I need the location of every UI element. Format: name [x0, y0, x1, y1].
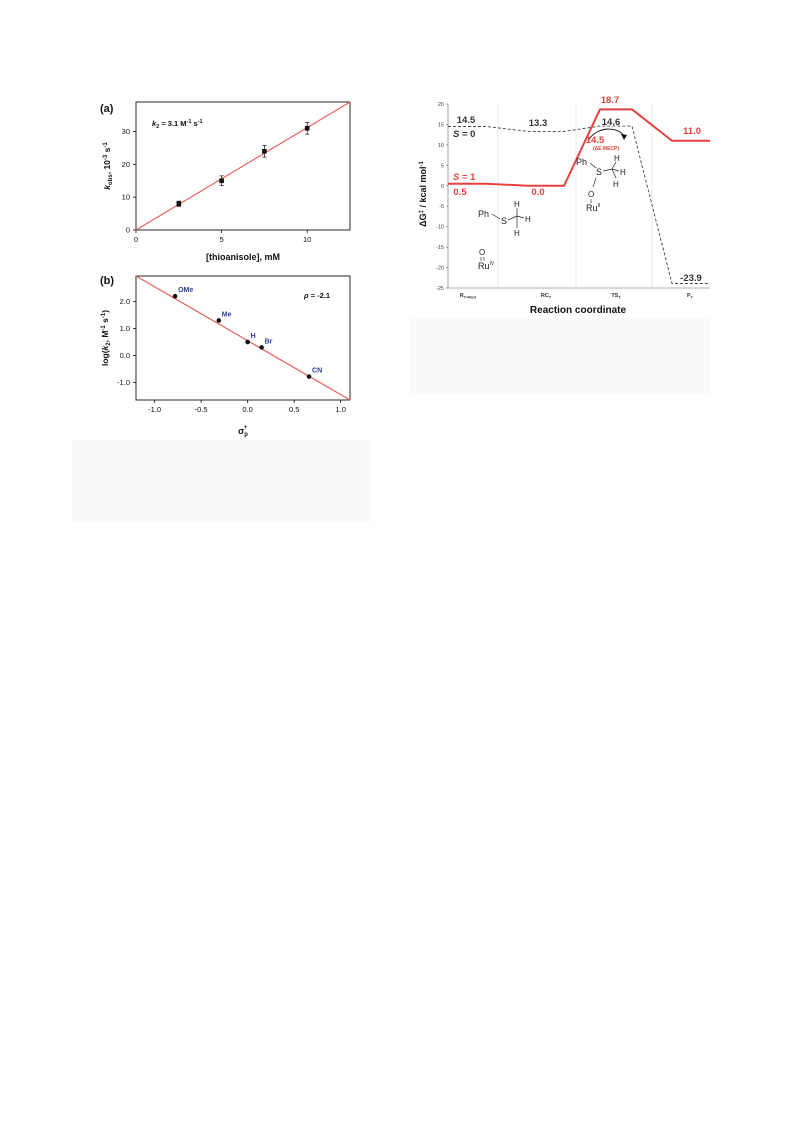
data-label-s0: 13.3 — [529, 118, 548, 129]
y-tick-label: 20 — [122, 160, 130, 169]
x-tick-label: 10 — [303, 235, 311, 244]
chart-c-svg: 20 15 10 5 0 -5 -10 -15 -20 -25 RT+RuO RCT TST PT 0.… — [418, 95, 710, 316]
y-tick-label: -15 — [436, 245, 444, 251]
fit-line — [135, 275, 351, 401]
struct-h: H — [514, 229, 520, 238]
data-label-s0: 14.5 — [457, 115, 476, 126]
x-axis-label: Reaction coordinate — [530, 305, 627, 316]
chart-panel-a: (a) 0 5 10 0 10 20 30 k2 = 3.1 M-1 s-1 [thioan… — [96, 96, 356, 266]
data-label-s0: 14.6 — [602, 117, 621, 128]
data-point — [216, 318, 222, 323]
rho-annotation: ρ = -2.1 — [303, 291, 330, 300]
x-tick-label: 1.0 — [335, 405, 345, 414]
structure-ts: Ph S H H H O RuII — [576, 154, 626, 213]
data-point — [245, 339, 250, 345]
y-tick-label: -5 — [439, 204, 444, 210]
y-axis-label: log(k2, M-1 s-1) — [100, 310, 112, 366]
y-tick-label: 10 — [438, 143, 444, 149]
background-shade — [410, 318, 710, 394]
data-label-s1: 0.0 — [531, 187, 544, 198]
data-label: Br — [265, 338, 273, 345]
background-shade — [72, 440, 372, 522]
struct-ph: Ph — [478, 209, 489, 219]
data-label: OMe — [178, 287, 193, 294]
y-tick-label: 2.0 — [120, 297, 130, 306]
data-label-s1: 18.7 — [601, 96, 620, 106]
struct-s: S — [596, 167, 602, 177]
chart-b-svg: (b) -1.0 -0.5 0.0 0.5 1.0 -1.0 0.0 1.0 2.0 OMe Me… — [100, 275, 351, 438]
y-axis-label: ΔG‡ / kcal mol-1 — [418, 160, 428, 226]
x-axis-label: σp+ — [238, 425, 248, 438]
y-tick-label: 10 — [122, 193, 130, 202]
y-tick-label: 1.0 — [120, 324, 130, 333]
y-tick-label: 20 — [438, 102, 444, 108]
struct-h: H — [613, 180, 619, 189]
data-label-s0: -23.9 — [680, 273, 702, 284]
struct-h: H — [525, 215, 531, 224]
y-tick-label: 0 — [441, 184, 444, 190]
mecp-note: (ΔE MECP) — [593, 146, 619, 152]
mecp-value: 14.5 — [586, 135, 605, 146]
fit-line — [135, 101, 351, 231]
panel-label: (b) — [100, 275, 114, 287]
x-tick-label: -0.5 — [195, 405, 208, 414]
data-point — [176, 201, 182, 207]
y-tick-label: 0 — [126, 226, 130, 235]
data-point — [259, 345, 264, 350]
data-point — [262, 148, 267, 154]
plot-frame — [135, 101, 351, 231]
x-tick-label: 0.0 — [242, 405, 252, 414]
x-tick-label: -1.0 — [148, 405, 161, 414]
struct-h: H — [514, 200, 520, 209]
rate-annotation: k2 = 3.1 M-1 s-1 — [152, 119, 203, 130]
struct-h: H — [614, 154, 620, 163]
data-label: Me — [222, 311, 232, 318]
data-label: CN — [312, 368, 322, 375]
data-point — [172, 293, 178, 299]
y-tick-label: 0.0 — [120, 351, 130, 360]
panel-label: (a) — [100, 103, 114, 115]
data-label: H — [251, 333, 256, 340]
plot-frame — [135, 275, 351, 401]
x-axis-label: [thioanisole], mM — [206, 252, 280, 262]
data-point — [219, 178, 224, 184]
structure-rc: Ph S H H H O RuIV — [478, 200, 531, 271]
y-axis-label: kobs, 10-3 s-1 — [102, 142, 114, 190]
struct-h: H — [620, 168, 626, 177]
x-tick-label: 0 — [134, 235, 138, 244]
y-tick-label: -20 — [436, 266, 444, 272]
data-label-s1: 0.5 — [453, 187, 467, 198]
series-s0-name: S = 0 — [453, 129, 475, 140]
x-tick-label: RCT — [541, 293, 552, 300]
series-s1-name: S = 1 — [453, 172, 476, 183]
mecp-arrowhead-icon — [621, 134, 627, 140]
x-tick-label: 5 — [220, 235, 224, 244]
series-s0-path — [448, 125, 710, 284]
x-tick-label: 0.5 — [289, 405, 299, 414]
y-tick-label: -25 — [436, 286, 444, 292]
y-tick-label: -1.0 — [117, 378, 130, 387]
series-s1-path — [448, 108, 710, 187]
y-tick-label: -10 — [436, 225, 444, 231]
struct-o: O — [479, 248, 485, 257]
struct-s: S — [501, 216, 507, 226]
data-point — [304, 125, 310, 131]
mecp-arrow — [587, 128, 625, 142]
y-tick-label: 15 — [438, 122, 444, 128]
y-tick-label: 30 — [122, 127, 130, 136]
struct-ru: RuIV — [478, 261, 495, 271]
x-tick-label: PT — [687, 293, 694, 300]
x-tick-label: TST — [611, 293, 621, 300]
chart-panel-b: (b) -1.0 -0.5 0.0 0.5 1.0 -1.0 0.0 1.0 2.0 OMe Me… — [96, 270, 356, 442]
chart-panel-c: 20 15 10 5 0 -5 -10 -15 -20 -25 RT+RuO RCT TST PT 0.… — [410, 95, 710, 318]
y-tick-label: 5 — [441, 163, 444, 169]
data-label-s1: 11.0 — [683, 126, 701, 137]
chart-a-svg: (a) 0 5 10 0 10 20 30 k2 = 3.1 M-1 s-1 [thioan… — [100, 101, 351, 262]
struct-ph: Ph — [576, 157, 587, 167]
x-tick-label: RT+RuO — [460, 293, 477, 300]
data-point — [306, 374, 312, 379]
struct-o: O — [588, 190, 594, 199]
struct-ru: RuII — [586, 203, 600, 213]
